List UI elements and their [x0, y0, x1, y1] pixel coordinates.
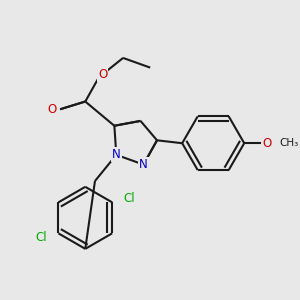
- Text: O: O: [262, 137, 271, 150]
- Text: Cl: Cl: [35, 231, 47, 244]
- Text: O: O: [48, 103, 57, 116]
- Text: CH₃: CH₃: [279, 138, 298, 148]
- Text: N: N: [112, 148, 121, 161]
- Text: O: O: [98, 68, 107, 81]
- Text: Cl: Cl: [124, 192, 135, 205]
- Text: N: N: [139, 158, 148, 171]
